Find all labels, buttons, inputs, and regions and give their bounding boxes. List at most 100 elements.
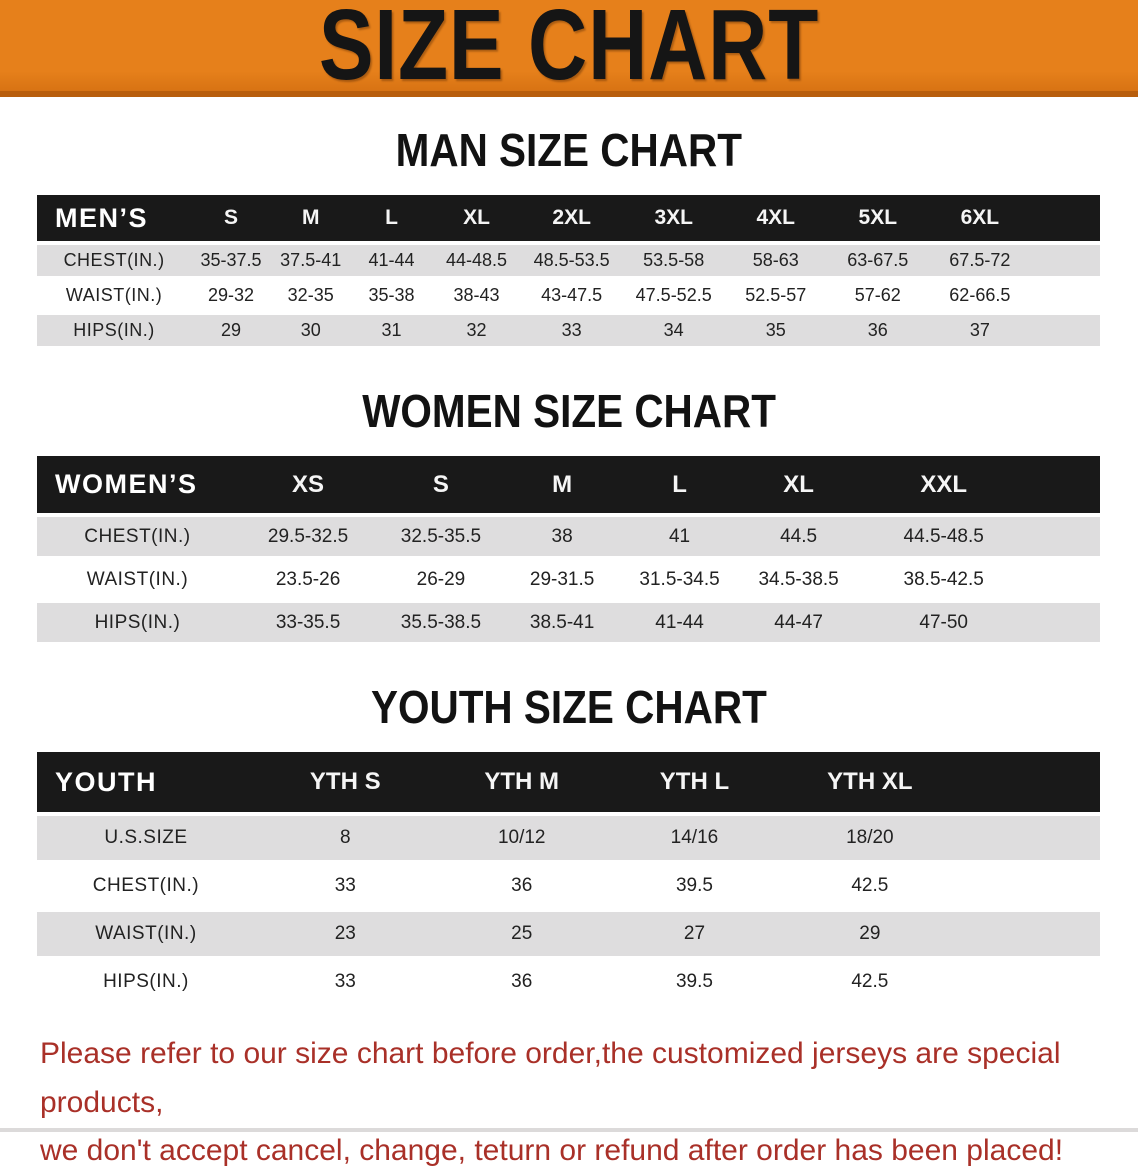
table-row: WAIST(IN.) 23.5-26 26-29 29-31.5 31.5-34.5 34… — [37, 560, 1100, 599]
size-value-cell: 39.5 — [675, 971, 713, 992]
spacer-cell — [1031, 280, 1100, 311]
size-value-cell: 26-29 — [416, 568, 466, 590]
spacer-cell — [1029, 456, 1100, 513]
table-header-row: WOMEN’S XS S M L XL XXL — [37, 456, 1100, 513]
size-value-cell: 35-37.5 — [200, 250, 262, 270]
size-value-cell: 23.5-26 — [275, 568, 341, 590]
table-row: WAIST(IN.) 29-32 32-35 35-38 38-43 43-47.5 47.… — [37, 280, 1100, 311]
size-value-cell: 34.5-38.5 — [758, 568, 839, 590]
size-value-cell: 58-63 — [752, 250, 799, 270]
spacer-cell — [1029, 560, 1100, 599]
row-label: WAIST(IN.) — [86, 568, 189, 590]
men-section-heading: MAN SIZE CHART — [0, 123, 1138, 176]
spacer-cell — [959, 912, 1100, 956]
size-value-cell: 37.5-41 — [280, 250, 342, 270]
size-value-cell: 29.5-32.5 — [267, 525, 349, 547]
size-value-cell: 8 — [339, 827, 351, 848]
size-column-header: XL — [783, 470, 814, 498]
spacer-cell — [959, 752, 1100, 812]
size-value-cell: 29-31.5 — [529, 568, 595, 590]
spacer-cell — [1031, 195, 1100, 241]
size-value-cell: 25 — [511, 923, 533, 944]
size-value-cell: 31 — [381, 320, 402, 340]
womens-size-table: WOMEN’S XS S M L XL XXL CHEST(IN.) 29.5-32.5 32.5… — [37, 452, 1100, 646]
size-value-cell: 43-47.5 — [541, 285, 603, 305]
size-value-cell: 33-35.5 — [275, 611, 341, 633]
size-column-header: YTH S — [309, 768, 381, 795]
size-column-header: S — [223, 206, 238, 229]
women-section-heading: WOMEN SIZE CHART — [0, 384, 1138, 437]
spacer-cell — [1031, 245, 1100, 276]
size-value-cell: 47.5-52.5 — [635, 285, 712, 305]
size-value-cell: 67.5-72 — [949, 250, 1011, 270]
table-row: HIPS(IN.) 33-35.5 35.5-38.5 38.5-41 41-44 44-… — [37, 603, 1100, 642]
size-column-header: M — [301, 206, 320, 229]
size-value-cell: 32-35 — [287, 285, 334, 305]
size-value-cell: 41-44 — [368, 250, 415, 270]
table-row: CHEST(IN.) 29.5-32.5 32.5-35.5 38 41 44.5 44.5… — [37, 517, 1100, 556]
size-value-cell: 34 — [663, 320, 684, 340]
size-value-cell: 44-47 — [774, 611, 823, 633]
size-column-header: XS — [292, 470, 325, 498]
table-corner-label: WOMEN’S — [55, 469, 198, 499]
size-value-cell: 14/16 — [670, 827, 719, 848]
size-value-cell: 38 — [551, 525, 573, 547]
table-corner-label: YOUTH — [55, 766, 157, 797]
size-value-cell: 47-50 — [919, 611, 968, 633]
size-column-header: L — [385, 206, 398, 229]
size-value-cell: 18/20 — [846, 827, 894, 848]
size-value-cell: 52.5-57 — [745, 285, 807, 305]
row-label: CHEST(IN.) — [63, 250, 165, 270]
table-row: HIPS(IN.) 29 30 31 32 33 34 35 36 37 — [37, 315, 1100, 346]
banner-title: SIZE CHART — [318, 0, 820, 97]
size-value-cell: 31.5-34.5 — [639, 568, 720, 590]
size-value-cell: 36 — [511, 971, 533, 992]
size-value-cell: 33 — [561, 320, 582, 340]
size-column-header: L — [672, 470, 687, 498]
size-value-cell: 23 — [334, 923, 356, 944]
size-column-header: YTH L — [659, 768, 730, 795]
order-policy-line-2: we don't accept cancel, change, teturn o… — [40, 1134, 1064, 1168]
spacer-cell — [959, 816, 1100, 860]
row-label: HIPS(IN.) — [103, 971, 189, 992]
size-value-cell: 38-43 — [453, 285, 500, 305]
size-value-cell: 29 — [220, 320, 241, 340]
size-value-cell: 35.5-38.5 — [400, 611, 482, 633]
size-value-cell: 32 — [466, 320, 487, 340]
men-section-heading-text: MAN SIZE CHART — [395, 124, 743, 176]
row-label: U.S.SIZE — [104, 827, 188, 848]
spacer-cell — [1029, 517, 1100, 556]
size-column-header: M — [552, 470, 573, 498]
bottom-edge-divider — [0, 1128, 1138, 1132]
size-column-header: YTH XL — [827, 768, 913, 795]
size-value-cell: 30 — [300, 320, 321, 340]
size-value-cell: 29-32 — [207, 285, 254, 305]
size-column-header: YTH M — [484, 768, 560, 795]
row-label: WAIST(IN.) — [65, 285, 163, 305]
size-value-cell: 32.5-35.5 — [400, 525, 482, 547]
youth-section-heading-text: YOUTH SIZE CHART — [371, 681, 767, 733]
size-value-cell: 41 — [668, 525, 691, 547]
row-label: HIPS(IN.) — [94, 611, 181, 633]
spacer-cell — [1029, 603, 1100, 642]
size-value-cell: 57-62 — [854, 285, 901, 305]
order-policy-line-1: Please refer to our size chart before or… — [40, 1037, 1061, 1119]
row-label: CHEST(IN.) — [92, 875, 200, 896]
table-row: CHEST(IN.) 35-37.5 37.5-41 41-44 44-48.5 48.5… — [37, 245, 1100, 276]
table-row: U.S.SIZE 8 10/12 14/16 18/20 — [37, 816, 1100, 860]
size-value-cell: 38.5-42.5 — [903, 568, 984, 590]
size-value-cell: 63-67.5 — [847, 250, 909, 270]
size-value-cell: 39.5 — [675, 875, 713, 896]
size-value-cell: 35 — [765, 320, 786, 340]
size-value-cell: 62-66.5 — [949, 285, 1011, 305]
size-chart-banner: SIZE CHART — [0, 0, 1138, 97]
row-label: WAIST(IN.) — [95, 923, 197, 944]
size-value-cell: 36 — [511, 875, 533, 896]
table-row: WAIST(IN.) 23 25 27 29 — [37, 912, 1100, 956]
mens-size-table: MEN’S S M L XL 2XL 3XL 4XL 5XL 6XL CHEST(IN.) 35-37… — [37, 191, 1100, 350]
size-column-header: 2XL — [552, 206, 591, 229]
size-value-cell: 53.5-58 — [643, 250, 705, 270]
size-value-cell: 33 — [334, 875, 356, 896]
size-column-header: S — [432, 470, 449, 498]
order-policy-notice: Please refer to our size chart before or… — [40, 1030, 1100, 1176]
